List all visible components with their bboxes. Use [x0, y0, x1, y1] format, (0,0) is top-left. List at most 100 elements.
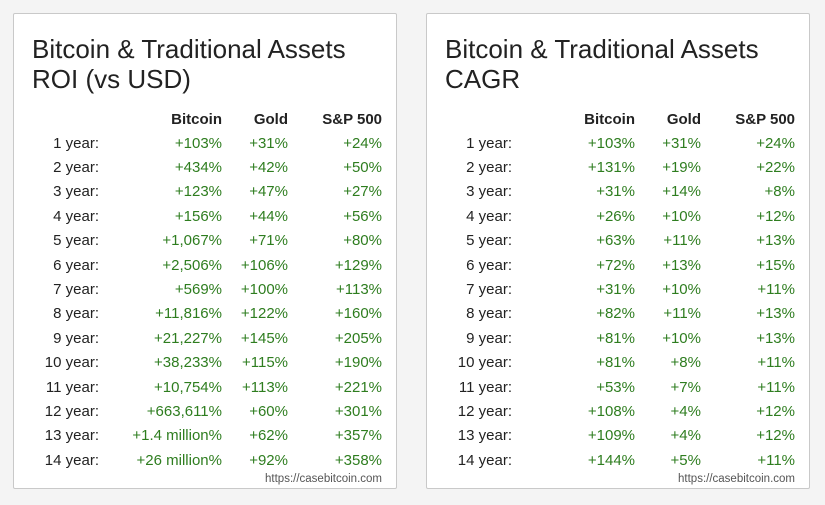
gold-value: +44%	[249, 207, 288, 225]
cagr-table-title: Bitcoin & Traditional Assets CAGR	[445, 34, 759, 94]
sp500-value: +11%	[757, 451, 795, 469]
table-row: 10 year: +81% +8% +11%	[427, 351, 811, 375]
table-row: 13 year: +1.4 million% +62% +357%	[14, 424, 398, 448]
table-row: 5 year: +63% +11% +13%	[427, 229, 811, 253]
row-label: 11 year:	[45, 378, 99, 396]
sp500-value: +8%	[764, 183, 795, 201]
table-row: 5 year: +1,067% +71% +80%	[14, 229, 398, 253]
bitcoin-value: +2,506%	[162, 256, 222, 274]
table-row: 6 year: +2,506% +106% +129%	[14, 253, 398, 277]
header-sp500: S&P 500	[735, 111, 795, 128]
sp500-value: +50%	[343, 159, 382, 177]
table-row: 12 year: +108% +4% +12%	[427, 399, 811, 423]
row-label: 4 year:	[53, 207, 99, 225]
gold-value: +10%	[662, 329, 701, 347]
row-label: 12 year:	[44, 402, 99, 420]
roi-table-title: Bitcoin & Traditional Assets ROI (vs USD…	[32, 34, 346, 94]
gold-value: +145%	[240, 329, 288, 347]
source-link[interactable]: https://casebitcoin.com	[265, 473, 382, 485]
table-row: 11 year: +10,754% +113% +221%	[14, 375, 398, 399]
gold-value: +11%	[663, 232, 701, 250]
table-row: 3 year: +31% +14% +8%	[427, 180, 811, 204]
bitcoin-value: +103%	[174, 134, 222, 152]
bitcoin-value: +31%	[596, 183, 635, 201]
gold-value: +60%	[249, 402, 288, 420]
source-link[interactable]: https://casebitcoin.com	[678, 473, 795, 485]
row-label: 1 year:	[53, 134, 99, 152]
row-label: 14 year:	[44, 451, 99, 469]
roi-table-card: Bitcoin & Traditional Assets ROI (vs USD…	[13, 13, 397, 489]
bitcoin-value: +108%	[587, 402, 635, 420]
sp500-value: +11%	[757, 281, 795, 299]
sp500-value: +24%	[343, 134, 382, 152]
row-label: 7 year:	[466, 281, 512, 299]
gold-value: +14%	[662, 183, 701, 201]
bitcoin-value: +63%	[596, 232, 635, 250]
row-label: 3 year:	[466, 183, 512, 201]
sp500-value: +13%	[756, 232, 795, 250]
cagr-title-line2: CAGR	[445, 64, 521, 94]
sp500-value: +205%	[334, 329, 382, 347]
header-sp500: S&P 500	[322, 111, 382, 128]
table-row: 11 year: +53% +7% +11%	[427, 375, 811, 399]
header-gold: Gold	[666, 111, 701, 128]
gold-value: +71%	[249, 232, 288, 250]
table-row: 3 year: +123% +47% +27%	[14, 180, 398, 204]
bitcoin-value: +569%	[174, 281, 222, 299]
sp500-value: +12%	[756, 207, 795, 225]
table-row: 6 year: +72% +13% +15%	[427, 253, 811, 277]
header-gold: Gold	[253, 111, 288, 128]
table-row: 10 year: +38,233% +115% +190%	[14, 351, 398, 375]
bitcoin-value: +10,754%	[154, 378, 222, 396]
gold-value: +19%	[662, 159, 701, 177]
gold-value: +47%	[249, 183, 288, 201]
gold-value: +115%	[241, 354, 288, 372]
gold-value: +4%	[670, 402, 701, 420]
gold-value: +92%	[249, 451, 288, 469]
table-row: 2 year: +131% +19% +22%	[427, 155, 811, 179]
table-row: 1 year: +103% +31% +24%	[14, 131, 398, 155]
sp500-value: +15%	[756, 256, 795, 274]
sp500-value: +80%	[343, 232, 382, 250]
cagr-table: Bitcoin Gold S&P 500 1 year: +103% +31% +24…	[427, 108, 811, 472]
row-label: 9 year:	[466, 329, 512, 347]
row-label: 1 year:	[466, 134, 512, 152]
gold-value: +4%	[670, 427, 701, 445]
sp500-value: +13%	[756, 329, 795, 347]
row-label: 5 year:	[466, 232, 512, 250]
gold-value: +113%	[241, 378, 288, 396]
row-label: 8 year:	[53, 305, 99, 323]
sp500-value: +129%	[334, 256, 382, 274]
row-label: 9 year:	[53, 329, 99, 347]
bitcoin-value: +103%	[587, 134, 635, 152]
gold-value: +31%	[662, 134, 701, 152]
bitcoin-value: +131%	[587, 159, 635, 177]
bitcoin-value: +72%	[596, 256, 635, 274]
row-label: 6 year:	[53, 256, 99, 274]
row-label: 10 year:	[457, 354, 512, 372]
gold-value: +122%	[240, 305, 288, 323]
sp500-value: +22%	[756, 159, 795, 177]
bitcoin-value: +663,611%	[146, 402, 222, 420]
sp500-value: +11%	[757, 354, 795, 372]
table-row: 14 year: +144% +5% +11%	[427, 448, 811, 472]
row-label: 13 year:	[457, 427, 512, 445]
cagr-table-body: 1 year: +103% +31% +24% 2 year: +131% +19% +22%…	[427, 131, 811, 472]
table-row: 7 year: +31% +10% +11%	[427, 277, 811, 301]
row-label: 6 year:	[466, 256, 512, 274]
sp500-value: +12%	[756, 402, 795, 420]
bitcoin-value: +144%	[587, 451, 635, 469]
gold-value: +100%	[240, 281, 288, 299]
bitcoin-value: +1.4 million%	[132, 427, 222, 445]
roi-title-line1: Bitcoin & Traditional Assets	[32, 34, 346, 64]
sp500-value: +24%	[756, 134, 795, 152]
gold-value: +7%	[670, 378, 701, 396]
table-row: 8 year: +82% +11% +13%	[427, 302, 811, 326]
sp500-value: +11%	[757, 378, 795, 396]
table-row: 9 year: +81% +10% +13%	[427, 326, 811, 350]
sp500-value: +27%	[343, 183, 382, 201]
gold-value: +10%	[662, 281, 701, 299]
sp500-value: +358%	[334, 451, 382, 469]
bitcoin-value: +1,067%	[162, 232, 222, 250]
bitcoin-value: +109%	[587, 427, 635, 445]
